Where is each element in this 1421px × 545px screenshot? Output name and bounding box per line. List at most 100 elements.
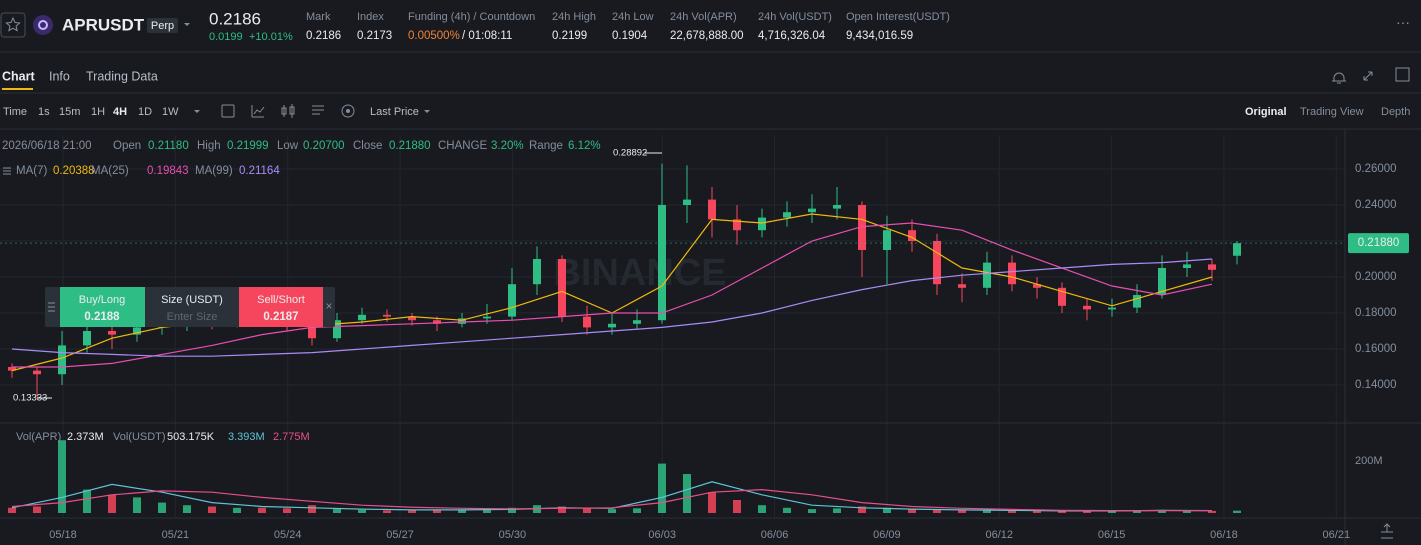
chart-type-icon[interactable] (281, 104, 295, 118)
interval[interactable]: Time (3, 106, 27, 118)
volume-bar (608, 509, 616, 513)
price-type-dropdown[interactable] (424, 110, 430, 113)
candle-body (383, 314, 391, 317)
candle-body (508, 284, 516, 317)
tab[interactable]: Trading Data (86, 69, 158, 83)
tab[interactable]: Info (49, 69, 70, 83)
ohlc-value: 0.21180 (148, 140, 189, 152)
ohlc-label: Low (277, 140, 299, 152)
price-type[interactable]: Last Price (370, 106, 419, 118)
volume-bar (258, 507, 266, 513)
candle-body (108, 331, 116, 335)
volume-bar (733, 500, 741, 513)
candle-body (1233, 243, 1241, 256)
ohlc-label: High (197, 140, 221, 152)
volume-bar (958, 510, 966, 513)
ohlc-label: CHANGE (438, 140, 488, 152)
ma-value: 0.21164 (239, 165, 280, 177)
coin-logo (33, 15, 53, 35)
candle-body (1183, 264, 1191, 269)
volume-bar (683, 474, 691, 513)
candle-body (333, 320, 341, 339)
candle-body (933, 241, 941, 285)
badge-bg (147, 18, 178, 33)
interval[interactable]: 1H (91, 106, 105, 118)
volume-bar (983, 509, 991, 513)
alert-icon[interactable] (1332, 72, 1346, 84)
volume-bar (933, 509, 941, 513)
stat-label: 24h Low (612, 11, 654, 23)
volume-bar (558, 506, 566, 513)
interval-dropdown[interactable] (194, 110, 200, 113)
indicator-icon[interactable] (251, 105, 265, 118)
tools-icon[interactable] (341, 104, 355, 118)
volume-legend: 2.373M (67, 431, 104, 443)
candle-body (133, 327, 141, 335)
interval[interactable]: 15m (59, 106, 80, 118)
tab[interactable]: Chart (2, 69, 35, 83)
more-menu[interactable]: ⋯ (1396, 15, 1410, 31)
stat-value: 4,716,326.04 (758, 30, 826, 42)
candle-body (783, 212, 791, 218)
drag-handle[interactable] (48, 302, 55, 312)
x-tick-label: 06/09 (873, 529, 901, 541)
candle-body (683, 199, 691, 206)
watermark: BINANCE (553, 252, 726, 294)
interval[interactable]: 1W (162, 106, 179, 118)
stat-value: 9,434,016.59 (846, 30, 913, 42)
calendar-icon[interactable] (221, 104, 235, 118)
ohlc-value: 0.21999 (227, 140, 269, 152)
layout-icon[interactable] (1395, 67, 1410, 82)
volume-bar (633, 508, 641, 513)
view-option[interactable]: Depth (1381, 106, 1410, 118)
candle-body (533, 259, 541, 285)
volume-bar (808, 509, 816, 513)
close-widget[interactable]: × (326, 301, 333, 313)
settings-icon[interactable] (312, 105, 324, 115)
volume-bar (583, 507, 591, 513)
candle-body (1008, 262, 1016, 285)
volume-bar (33, 506, 41, 513)
stat-label: 24h Vol(APR) (670, 11, 737, 23)
low-annotation: 0.13333 (13, 393, 47, 404)
volume-bar (233, 507, 241, 513)
candle-body (808, 208, 816, 213)
volume-bar (1058, 510, 1066, 513)
volume-bar (58, 440, 66, 513)
volume-bar (758, 505, 766, 513)
stat-value: 0.2199 (552, 30, 587, 42)
view-option[interactable]: Trading View (1300, 106, 1364, 118)
stat-value: 0.2173 (357, 30, 392, 42)
interval[interactable]: 1s (38, 106, 50, 118)
volume-tick-label: 200M (1355, 455, 1383, 467)
candle-body (858, 205, 866, 251)
volume-bar (1208, 510, 1216, 513)
candle-body (1108, 307, 1116, 310)
view-option[interactable]: Original (1245, 106, 1287, 118)
buy-button[interactable] (60, 287, 145, 327)
x-tick-label: 05/21 (162, 529, 190, 541)
volume-bar (1008, 510, 1016, 513)
interval[interactable]: 4H (113, 106, 127, 118)
volume-bar (408, 510, 416, 513)
candle-body (408, 316, 416, 321)
y-tick-label: 0.20000 (1355, 271, 1397, 283)
scroll-end-icon[interactable] (1381, 523, 1393, 539)
volume-bar (283, 508, 291, 513)
symbol[interactable]: APRUSDT (62, 15, 145, 34)
size-input[interactable]: Enter Size (167, 311, 218, 323)
favorite-button[interactable] (0, 12, 26, 38)
ohlc-value: 0.20700 (303, 140, 345, 152)
sell-button[interactable] (239, 287, 323, 327)
high-annotation: 0.28892 (613, 148, 647, 159)
volume-bar (333, 509, 341, 513)
expand-icon[interactable] (1363, 71, 1373, 81)
y-tick-label: 0.26000 (1355, 163, 1397, 175)
interval[interactable]: 1D (138, 106, 152, 118)
symbol-dropdown[interactable] (184, 23, 190, 26)
x-tick-label: 05/27 (386, 529, 414, 541)
stat-label: Open Interest(USDT) (846, 11, 950, 23)
volume-bar (708, 492, 716, 513)
